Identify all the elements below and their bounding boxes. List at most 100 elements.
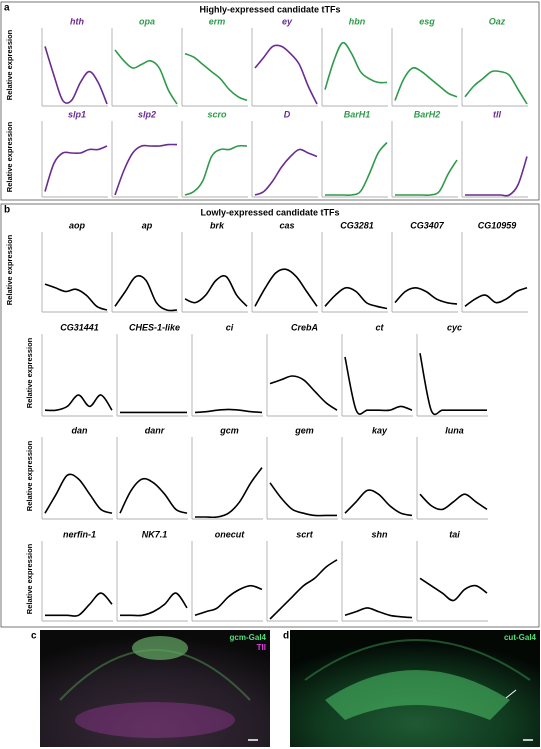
gene-title: NK7.1 <box>142 529 168 539</box>
panel-label: d <box>283 631 289 642</box>
expression-curve <box>184 144 248 196</box>
expression-curve <box>269 482 337 517</box>
gene-title: CG3281 <box>340 220 374 230</box>
gene-title: ap <box>142 220 153 230</box>
gene-title: tai <box>449 529 460 539</box>
panel-title: Highly-expressed candidate tTFs <box>199 4 340 14</box>
gene-title: hbn <box>349 16 366 26</box>
expression-curve <box>344 607 413 619</box>
y-axis-label: Relative expression <box>5 234 14 305</box>
panel-frame <box>0 203 540 628</box>
gene-title: CrebA <box>291 322 318 332</box>
expression-curve <box>114 49 178 105</box>
expression-curve <box>254 44 318 105</box>
expression-curve <box>44 473 113 514</box>
expression-curve <box>324 286 388 310</box>
gene-title: gcm <box>219 425 239 435</box>
gene-title: D <box>284 109 291 119</box>
expression-curve <box>44 145 108 192</box>
y-axis-label: Relative expression <box>5 121 14 192</box>
expression-curve <box>44 283 108 311</box>
expression-curve <box>114 275 178 312</box>
gene-title: gem <box>294 425 314 435</box>
gene-title: ey <box>282 16 293 26</box>
gene-title: cas <box>279 220 294 230</box>
gene-title: slp1 <box>68 109 86 119</box>
expression-curve <box>194 408 263 414</box>
gene-title: luna <box>445 425 464 435</box>
panel-title: Lowly-expressed candidate tTFs <box>200 207 339 217</box>
gene-title: CG31441 <box>60 322 99 332</box>
expression-curve <box>119 477 188 514</box>
expression-curve <box>419 577 488 602</box>
stain-label: cut-Gal4 <box>504 633 537 642</box>
expression-curve <box>394 286 458 305</box>
expression-curve <box>324 41 388 90</box>
expression-curve <box>344 356 413 415</box>
panel-frame <box>0 1 540 201</box>
expression-curve <box>464 70 528 105</box>
gene-title: shn <box>371 529 388 539</box>
expression-curve <box>254 268 318 307</box>
expression-curve <box>325 141 388 197</box>
expression-curve <box>464 287 528 307</box>
expression-curve <box>184 52 248 102</box>
panel-label: b <box>4 205 10 216</box>
expression-curve <box>395 159 458 197</box>
gene-title: opa <box>139 16 155 26</box>
gene-title: kay <box>372 425 388 435</box>
gene-title: nerfin-1 <box>63 529 96 539</box>
gene-title: hth <box>70 16 84 26</box>
micrograph-signal <box>132 636 188 660</box>
y-axis-label: Relative expression <box>25 543 34 614</box>
expression-curve <box>114 143 178 196</box>
micrograph-signal <box>75 702 235 738</box>
expression-curve <box>344 489 413 517</box>
expression-curve <box>44 46 108 105</box>
expression-curve <box>195 467 263 519</box>
expression-curve <box>254 148 318 196</box>
expression-curve <box>419 353 487 416</box>
expression-curve <box>269 559 338 620</box>
gene-title: BarH1 <box>344 109 371 119</box>
gene-title: dan <box>71 425 88 435</box>
micrograph-signal <box>304 639 531 681</box>
expression-curve <box>120 592 188 617</box>
stain-label: gcm-Gal4 <box>230 633 267 642</box>
panel-label: c <box>31 631 37 642</box>
expression-curve <box>394 66 458 101</box>
gene-title: tll <box>493 109 501 119</box>
arrow <box>505 689 517 699</box>
gene-title: scrt <box>296 529 314 539</box>
expression-curve <box>44 394 113 412</box>
gene-title: slp2 <box>138 109 156 119</box>
gene-title: erm <box>209 16 226 26</box>
expression-curve <box>184 275 248 307</box>
y-axis-label: Relative expression <box>5 29 14 100</box>
gene-title: danr <box>145 425 165 435</box>
expression-curve <box>465 156 528 197</box>
micrograph-signal <box>59 649 251 701</box>
y-axis-label: Relative expression <box>25 440 34 511</box>
gene-title: BarH2 <box>414 109 441 119</box>
gene-title: aop <box>69 220 86 230</box>
panel-label: a <box>4 3 10 14</box>
gene-title: onecut <box>215 529 246 539</box>
gene-title: ct <box>375 322 384 332</box>
gene-title: esg <box>419 16 435 26</box>
gene-title: CG10959 <box>478 220 517 230</box>
stain-label: Tll <box>257 643 266 652</box>
expression-curve <box>194 584 263 617</box>
gene-title: CHES-1-like <box>129 322 180 332</box>
gene-title: cyc <box>447 322 462 332</box>
gene-title: scro <box>207 109 227 119</box>
gene-title: CG3407 <box>410 220 445 230</box>
gene-title: ci <box>226 322 234 332</box>
micrograph-signal <box>325 670 510 720</box>
gene-title: Oaz <box>489 16 506 26</box>
y-axis-label: Relative expression <box>25 337 34 408</box>
expression-curve <box>45 592 113 617</box>
expression-curve <box>419 493 488 511</box>
expression-curve <box>269 375 338 411</box>
